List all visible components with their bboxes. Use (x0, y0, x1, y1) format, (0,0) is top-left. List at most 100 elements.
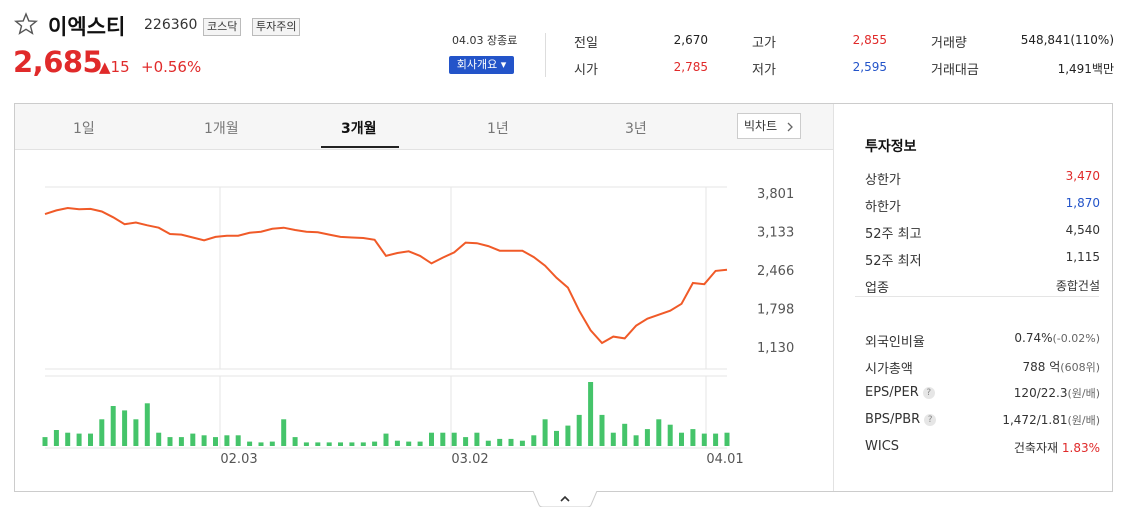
info-label-market-cap: 시가총액 (865, 362, 913, 377)
volume-bar (110, 406, 116, 446)
info-divider (855, 296, 1099, 297)
trade-date-status: 04.03 장종료 (452, 34, 518, 47)
summary-label-high: 고가 (752, 36, 776, 51)
volume-bar (349, 442, 355, 446)
info-label-wics: WICS (865, 439, 900, 454)
market-tag: 코스닥 (203, 18, 242, 36)
summary-label-trade-value: 거래대금 (931, 63, 979, 78)
big-chart-button[interactable]: 빅차트 (737, 113, 801, 139)
info-label-industry: 업종 (865, 281, 889, 296)
volume-bar (633, 435, 639, 446)
volume-bar (42, 437, 48, 446)
volume-bar (519, 440, 525, 446)
info-value-52w-low: 1,115 (1065, 250, 1100, 264)
chevron-up-icon (560, 495, 570, 502)
info-value-market-cap: 788 억(608위) (1023, 358, 1100, 375)
volume-bar (485, 440, 491, 446)
tab-1-month[interactable]: 1개월 (204, 121, 239, 137)
summary-value-volume: 548,841(110%) (1020, 33, 1114, 47)
x-tick-label: 03.02 (451, 452, 488, 467)
info-value-eps-per: 120/22.3(원/배) (1014, 385, 1100, 401)
volume-bar (53, 430, 59, 446)
tab-1-year[interactable]: 1년 (487, 121, 509, 137)
price-change: ▲15 (99, 58, 130, 76)
volume-bar (451, 432, 457, 446)
price-change-percent: +0.56% (141, 58, 202, 76)
volume-bar (372, 441, 378, 446)
bps-pbr-unit: (원/배) (1067, 414, 1100, 427)
foreign-ratio-value: 0.74% (1014, 331, 1053, 345)
favorite-star-icon[interactable] (14, 12, 38, 36)
volume-bar (122, 410, 128, 446)
volume-bar (76, 433, 82, 446)
volume-bar (269, 441, 275, 446)
volume-bar (315, 442, 321, 446)
header-divider (545, 33, 546, 77)
info-label-upper-limit: 상한가 (865, 173, 901, 188)
eps-per-value: 120/22.3 (1013, 386, 1068, 400)
volume-bar (88, 433, 93, 446)
tab-3-years[interactable]: 3년 (625, 121, 647, 137)
volume-bar (383, 433, 389, 446)
volume-bar (429, 432, 434, 446)
volume-bar (463, 437, 469, 446)
tab-1-day[interactable]: 1일 (73, 121, 95, 137)
volume-bar (156, 432, 162, 446)
volume-bar (599, 414, 605, 446)
stock-name: 이엑스티 (48, 15, 126, 39)
panel-divider (833, 104, 834, 491)
volume-bar (99, 419, 105, 446)
volume-bar (292, 437, 298, 446)
tab-3-months[interactable]: 3개월 (341, 121, 377, 137)
volume-bar (338, 442, 343, 446)
summary-label-low: 저가 (752, 63, 776, 78)
info-label-bps-pbr: BPS/PBR? (865, 412, 937, 427)
info-value-lower-limit: 1,870 (1065, 196, 1100, 210)
summary-value-open: 2,785 (673, 60, 708, 74)
volume-bar (133, 419, 139, 446)
volume-bar (281, 419, 287, 446)
volume-bar (65, 432, 71, 446)
big-chart-label: 빅차트 (744, 119, 778, 133)
volume-bar (474, 432, 480, 446)
bps-pbr-label: BPS/PBR (865, 412, 921, 427)
collapse-toggle[interactable] (533, 491, 597, 507)
market-cap-rank: (608위) (1060, 361, 1100, 374)
volume-bar (508, 438, 514, 446)
current-price: 2,685 (13, 45, 103, 79)
help-icon[interactable]: ? (922, 387, 935, 399)
info-label-52w-low: 52주 최저 (865, 254, 922, 269)
volume-bar (247, 441, 253, 446)
volume-bar (554, 430, 559, 446)
volume-bar (213, 437, 218, 446)
info-label-52w-high: 52주 최고 (865, 227, 922, 242)
summary-label-prev-close: 전일 (574, 36, 598, 51)
active-tab-indicator (321, 146, 399, 148)
volume-bar (610, 432, 616, 446)
help-icon[interactable]: ? (924, 414, 937, 426)
volume-bar (406, 441, 412, 446)
volume-bar (303, 442, 309, 446)
volume-bar (724, 432, 730, 446)
info-label-foreign-ratio: 외국인비율 (865, 335, 925, 350)
info-value-industry: 종합건설 (1055, 279, 1100, 293)
volume-bar (224, 435, 230, 446)
volume-bar (190, 433, 196, 446)
volume-bar (713, 433, 719, 446)
eps-per-unit: (원/배) (1067, 387, 1100, 400)
company-overview-button[interactable]: 회사개요 ▾ (449, 56, 514, 74)
volume-bar (588, 382, 594, 446)
y-tick-label: 3,133 (757, 226, 794, 241)
y-tick-label: 1,130 (757, 341, 794, 356)
summary-label-volume: 거래량 (931, 36, 967, 51)
volume-bar (235, 435, 241, 446)
foreign-ratio-change: (-0.02%) (1052, 332, 1101, 345)
wics-sector[interactable]: 건축자재 (1013, 441, 1059, 455)
warning-tag: 투자주의 (252, 18, 301, 36)
wics-change: 1.83% (1061, 441, 1100, 455)
volume-bar (622, 423, 628, 446)
chevron-right-icon (787, 122, 793, 132)
price-line (44, 206, 728, 345)
volume-bar (679, 432, 684, 446)
volume-bar (258, 442, 264, 446)
